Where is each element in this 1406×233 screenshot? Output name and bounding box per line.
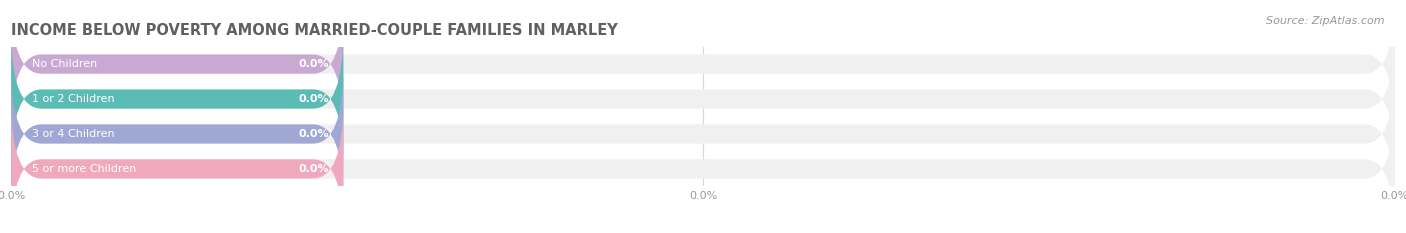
Text: Source: ZipAtlas.com: Source: ZipAtlas.com xyxy=(1267,16,1385,26)
Text: INCOME BELOW POVERTY AMONG MARRIED-COUPLE FAMILIES IN MARLEY: INCOME BELOW POVERTY AMONG MARRIED-COUPL… xyxy=(11,24,619,38)
Text: 0.0%: 0.0% xyxy=(299,129,329,139)
Text: 0.0%: 0.0% xyxy=(299,94,329,104)
FancyBboxPatch shape xyxy=(11,102,343,233)
FancyBboxPatch shape xyxy=(11,0,343,131)
FancyBboxPatch shape xyxy=(11,0,1395,131)
Text: 0.0%: 0.0% xyxy=(299,164,329,174)
Text: 3 or 4 Children: 3 or 4 Children xyxy=(32,129,115,139)
FancyBboxPatch shape xyxy=(11,32,343,166)
FancyBboxPatch shape xyxy=(11,67,1395,201)
Text: 0.0%: 0.0% xyxy=(299,59,329,69)
FancyBboxPatch shape xyxy=(11,32,1395,166)
Text: 5 or more Children: 5 or more Children xyxy=(32,164,136,174)
Text: No Children: No Children xyxy=(32,59,97,69)
FancyBboxPatch shape xyxy=(11,102,1395,233)
Text: 1 or 2 Children: 1 or 2 Children xyxy=(32,94,115,104)
FancyBboxPatch shape xyxy=(11,67,343,201)
